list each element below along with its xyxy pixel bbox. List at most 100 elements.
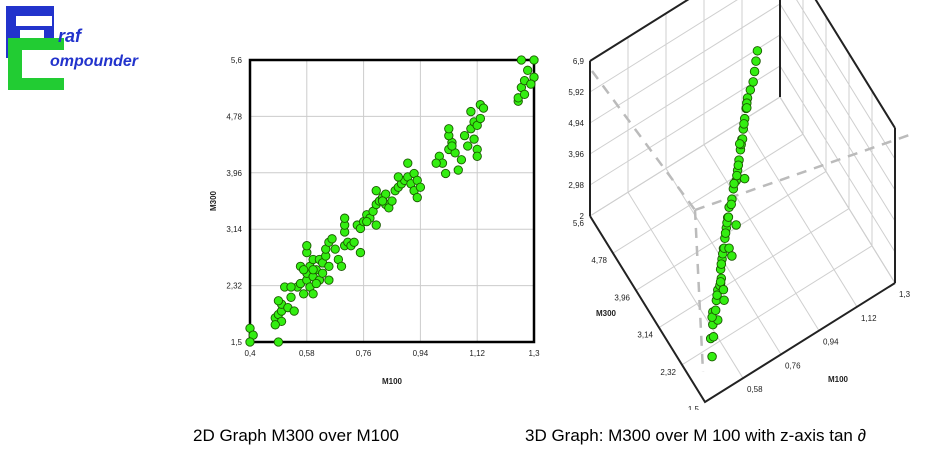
x-tick-label: 1,3 [528, 349, 540, 358]
y-tick-label: 3,14 [637, 331, 653, 340]
data-point [273, 296, 284, 306]
y-tick-label: 1,5 [231, 338, 243, 347]
y-tick-label: 3,96 [614, 293, 630, 302]
data-point [330, 244, 340, 254]
z-tick-label: 2 [580, 212, 585, 221]
data-point [245, 337, 255, 347]
data-point [270, 320, 280, 330]
x-tick-label: 0,76 [356, 349, 372, 358]
data-point [475, 113, 486, 124]
data-point [466, 106, 476, 117]
z-tick-label: 4,94 [568, 119, 584, 128]
data-point [362, 216, 372, 227]
data-point [519, 89, 530, 100]
floor-grid-x [741, 120, 858, 308]
top-frame-edge [589, 0, 896, 129]
data-point [731, 220, 741, 230]
data-point [749, 66, 760, 77]
wall-grid-z [589, 0, 896, 160]
data-point [355, 247, 366, 258]
floor-grid-x [627, 191, 744, 379]
caption-3d: 3D Graph: M300 over M 100 with z-axis ta… [525, 426, 866, 445]
data-point [729, 178, 739, 189]
data-point [393, 172, 403, 182]
data-point [289, 306, 299, 316]
data-point [273, 337, 284, 347]
chart-3d-scatter: 2 1,5 0,4 2,98 2,32 0,58 3,96 3,14 0,76 4,94 3,96 0… [568, 0, 916, 410]
data-point [748, 77, 758, 87]
data-point [727, 251, 737, 261]
data-point [440, 168, 451, 179]
y-tick-label: 3,14 [226, 225, 242, 234]
data-point [298, 265, 309, 275]
data-point [459, 131, 470, 141]
projection-line [590, 70, 697, 211]
data-point [324, 261, 334, 271]
x-axis-label: M100 [382, 377, 403, 386]
x-tick-label: 0,94 [413, 349, 429, 358]
x-tick-label: 1,12 [861, 314, 877, 323]
y-tick-label: 4,78 [226, 112, 242, 121]
z-tick-label: 6,9 [573, 57, 585, 66]
x-tick-label: 1,3 [899, 290, 911, 299]
x-tick-label: 1,12 [469, 349, 485, 358]
chart-2d-scatter: 0,4 0,58 0,76 0,94 1,12 1,3 1,5 2,32 3,14 3,96 4,7… [209, 55, 540, 386]
data-point [523, 65, 533, 75]
data-point [478, 103, 489, 113]
data-point [302, 241, 312, 251]
data-point [720, 228, 731, 238]
data-point [403, 158, 413, 168]
data-point [308, 265, 318, 275]
data-point [712, 290, 722, 300]
data-point [317, 268, 328, 278]
y-tick-label: 5,6 [573, 219, 585, 228]
data-point [718, 284, 729, 295]
data-point [336, 261, 347, 271]
caption-2d: 2D Graph M300 over M100 [193, 426, 399, 445]
data-point [752, 46, 763, 56]
data-point [739, 119, 749, 129]
logo-line1: raf [58, 26, 83, 46]
z-tick-label: 5,92 [568, 88, 584, 97]
x-tick-label: 0,58 [299, 349, 315, 358]
data-point [526, 79, 536, 89]
data-point [745, 85, 756, 95]
data-point [726, 199, 736, 210]
data-point [327, 234, 337, 244]
data-point [742, 103, 752, 113]
data-point [412, 192, 422, 203]
data-point [447, 141, 457, 151]
data-point [708, 332, 719, 342]
floor-grid-y [612, 133, 804, 254]
y-tick-label: 2,32 [226, 282, 242, 291]
plot-frame [248, 58, 536, 344]
data-point [377, 196, 388, 206]
y-tick-label: 2,32 [660, 368, 676, 377]
floor-front-edge [589, 215, 896, 404]
data-point [739, 173, 750, 184]
data-point [324, 275, 334, 285]
graf-compounder-logo: raf ompounder [6, 6, 139, 90]
data-point [724, 243, 734, 253]
projection-line [693, 209, 705, 373]
data-point [716, 259, 727, 269]
y-axis-label: M300 [596, 309, 617, 318]
x-tick-label: 0,94 [823, 338, 839, 347]
data-point [472, 151, 482, 161]
floor-grid-y [635, 170, 827, 291]
x-tick-label: 0,4 [244, 349, 256, 358]
data-point [456, 155, 467, 165]
data-point [431, 158, 441, 168]
data-point [415, 182, 426, 192]
data-point [516, 55, 527, 65]
z-tick-label: 3,96 [568, 150, 584, 159]
data-point [733, 160, 744, 170]
data-point [444, 124, 454, 134]
data-point [734, 139, 745, 149]
data-point [463, 141, 473, 151]
data-point [707, 351, 717, 362]
data-point [529, 55, 539, 65]
y-tick-label: 1,5 [688, 405, 700, 410]
floor-grid-y [681, 245, 873, 366]
data-point [371, 220, 381, 230]
